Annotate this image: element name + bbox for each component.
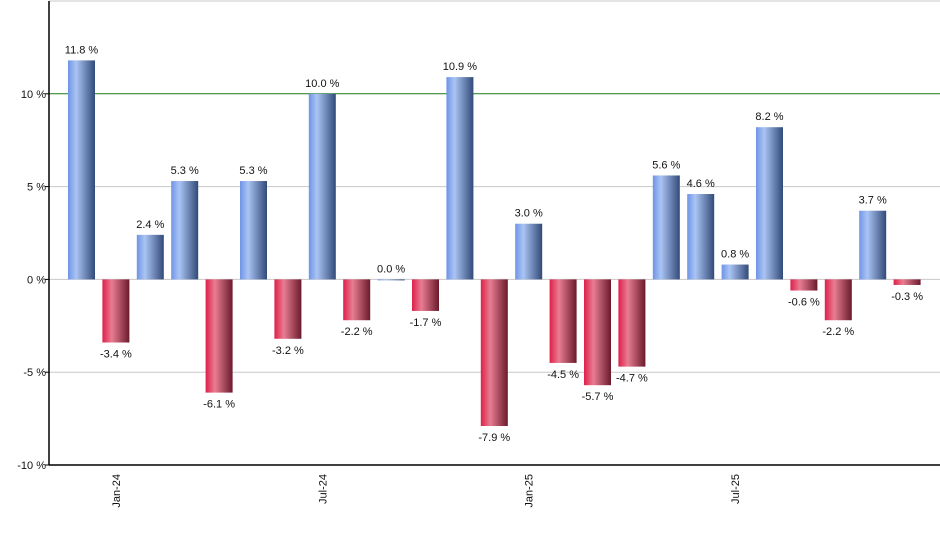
bar-Jul-25 — [721, 264, 749, 280]
data-label: -4.7 % — [616, 373, 648, 385]
bar-Dec-24 — [480, 279, 508, 427]
bar-Jun-24 — [274, 279, 302, 339]
data-label: 11.8 % — [65, 44, 99, 56]
bar-Sep-25 — [790, 279, 818, 291]
y-tick-label: 0 % — [27, 274, 46, 286]
data-label: -3.2 % — [272, 345, 304, 357]
data-label: 10.0 % — [305, 78, 339, 90]
bar-May-24 — [240, 181, 267, 280]
bar-Aug-24 — [343, 279, 371, 321]
bar-Dec-23 — [68, 60, 95, 280]
bar-Nov-25 — [859, 210, 887, 280]
bar-Jul-24 — [308, 93, 336, 280]
data-label: -3.4 % — [100, 349, 132, 361]
data-label: -1.7 % — [410, 317, 442, 329]
bar-Dec-25 — [893, 279, 921, 285]
y-tick-label: 10 % — [21, 89, 46, 101]
bar-Apr-24 — [205, 279, 233, 393]
data-label: 5.3 % — [239, 165, 267, 177]
data-label: -0.3 % — [891, 291, 923, 303]
bar-Oct-25 — [824, 279, 852, 321]
bar-Aug-25 — [756, 127, 783, 280]
y-tick-label: 5 % — [27, 182, 46, 194]
data-label: -2.2 % — [341, 326, 373, 338]
data-label: -2.2 % — [822, 326, 854, 338]
bar-Oct-24 — [412, 279, 439, 311]
data-label: -0.6 % — [788, 297, 820, 309]
bar-Feb-24 — [136, 234, 164, 280]
data-label: -5.7 % — [582, 391, 614, 403]
x-tick-label: Jul-25 — [730, 474, 742, 504]
data-label: 3.0 % — [515, 208, 543, 220]
y-tick-label: -5 % — [23, 367, 46, 379]
bar-Nov-24 — [446, 77, 474, 280]
bar-Jun-25 — [687, 194, 715, 280]
data-label: 3.7 % — [859, 195, 887, 207]
bar-May-25 — [652, 175, 680, 280]
data-label: 4.6 % — [687, 178, 715, 190]
data-label: -4.5 % — [547, 369, 579, 381]
bar-Sep-24 — [377, 279, 405, 281]
data-label: 5.6 % — [652, 159, 680, 171]
bar-Jan-24 — [102, 279, 130, 343]
x-tick-label: Jul-24 — [317, 474, 329, 504]
data-label: 10.9 % — [443, 61, 477, 73]
bar-Feb-25 — [549, 279, 577, 363]
data-label: 5.3 % — [171, 165, 199, 177]
data-label: 0.0 % — [377, 263, 405, 275]
bar-Jan-25 — [515, 223, 543, 280]
bar-Mar-25 — [584, 279, 611, 386]
x-tick-label: Jan-24 — [111, 474, 123, 508]
bar-Apr-25 — [618, 279, 646, 367]
y-tick-label: -10 % — [17, 460, 46, 472]
data-label: -7.9 % — [478, 432, 510, 444]
data-label: 0.8 % — [721, 249, 749, 261]
data-label: 2.4 % — [136, 219, 164, 231]
data-label: 8.2 % — [755, 111, 783, 123]
bar-Mar-24 — [171, 181, 199, 280]
data-label: -6.1 % — [203, 399, 235, 411]
x-tick-label: Jan-25 — [524, 474, 536, 508]
